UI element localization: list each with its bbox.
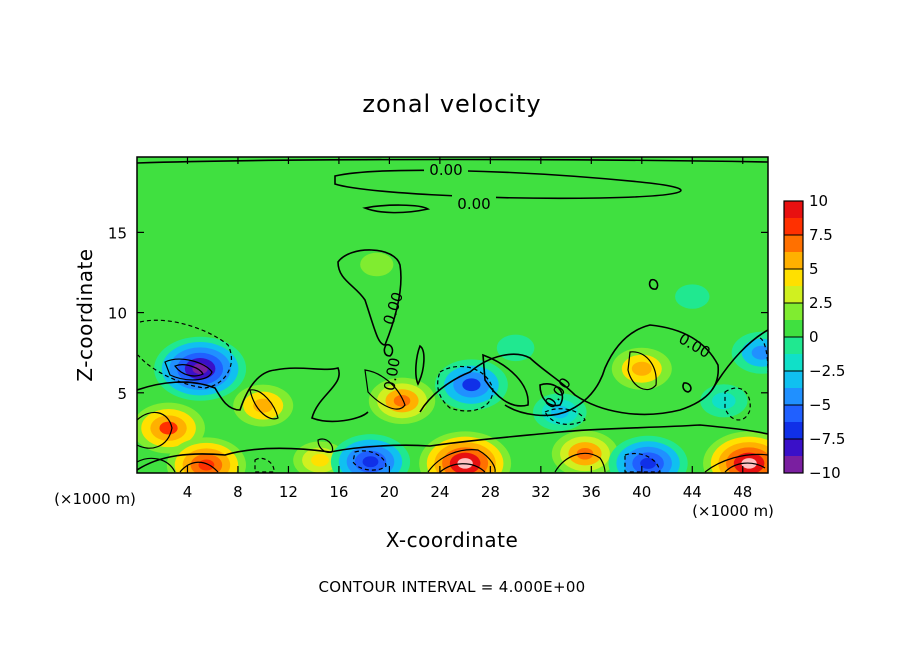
x-tick-label: 44 bbox=[683, 483, 702, 501]
colorbar-label: 10 bbox=[809, 192, 828, 210]
x-tick-label: 24 bbox=[430, 483, 449, 501]
y-axis: 5 10 15 bbox=[108, 224, 768, 403]
y-tick-label: 15 bbox=[108, 224, 127, 242]
colorbar-segment bbox=[784, 405, 803, 423]
colorbar-segment bbox=[784, 320, 803, 338]
contour-interval-note: CONTOUR INTERVAL = 4.000E+00 bbox=[318, 578, 585, 596]
colorbar-label: −5 bbox=[809, 396, 831, 414]
x-tick-label: 4 bbox=[183, 483, 193, 501]
colorbar-segment bbox=[784, 286, 803, 304]
chart-title: zonal velocity bbox=[362, 90, 541, 118]
x-tick-label: 20 bbox=[380, 483, 399, 501]
colorbar-segment bbox=[784, 235, 803, 253]
plot-frame bbox=[136, 156, 769, 474]
field-cell bbox=[462, 378, 481, 392]
plot-field: 0.00 0.00 0.00 0.00 0.00 0.00 bbox=[137, 157, 768, 473]
colorbar-segment bbox=[784, 422, 803, 440]
colorbar-label: 7.5 bbox=[809, 226, 833, 244]
field-cell bbox=[675, 284, 710, 309]
colorbar-segment bbox=[784, 218, 803, 236]
colorbar-label: −10 bbox=[809, 464, 841, 482]
colorbar-segment bbox=[784, 201, 803, 219]
colorbar-label: 5 bbox=[809, 260, 819, 278]
contour-label: 0.00 bbox=[429, 161, 462, 179]
colorbar-segment bbox=[784, 269, 803, 287]
field-cell bbox=[640, 457, 657, 469]
colorbar-segment bbox=[784, 354, 803, 372]
field-cell bbox=[360, 252, 394, 277]
x-tick-label: 36 bbox=[582, 483, 601, 501]
colorbar-segment bbox=[784, 252, 803, 270]
colorbar-segment bbox=[784, 456, 803, 474]
field-cell bbox=[751, 345, 768, 360]
colorbar-segment bbox=[784, 337, 803, 355]
field-cell bbox=[631, 361, 652, 376]
colorbar-label: −7.5 bbox=[809, 430, 845, 448]
colorbar-segment bbox=[784, 303, 803, 321]
x-tick-label: 40 bbox=[632, 483, 651, 501]
x-tick-label: 28 bbox=[481, 483, 500, 501]
y-tick-label: 10 bbox=[108, 305, 127, 323]
colorbar-label: 2.5 bbox=[809, 294, 833, 312]
negative-contours bbox=[137, 319, 768, 473]
field-cell bbox=[362, 456, 379, 468]
field-cell bbox=[393, 395, 411, 407]
field-cell bbox=[192, 363, 208, 375]
x-unit-left: (×1000 m) bbox=[54, 490, 136, 508]
zero-contours bbox=[137, 158, 768, 471]
x-unit-right: (×1000 m) bbox=[692, 502, 774, 520]
field-cell bbox=[198, 459, 215, 471]
level-contours bbox=[137, 351, 768, 473]
y-tick-label: 5 bbox=[117, 385, 127, 403]
x-tick-label: 16 bbox=[329, 483, 348, 501]
x-axis: 4 8 12 16 20 24 28 32 36 40 44 48 bbox=[183, 157, 752, 501]
x-tick-label: 12 bbox=[279, 483, 298, 501]
colorbar-label: −2.5 bbox=[809, 362, 845, 380]
colorbar-segment bbox=[784, 388, 803, 406]
contour-label: 0.00 bbox=[380, 356, 404, 392]
colorbar-label: 0 bbox=[809, 328, 819, 346]
contour-label: 0.00 bbox=[457, 195, 490, 213]
colorbar-segment bbox=[784, 371, 803, 389]
field-cell bbox=[712, 392, 736, 410]
colorbar: 10 7.5 5 2.5 0 −2.5 −5 −7.5 −10 bbox=[783, 192, 845, 482]
x-tick-label: 32 bbox=[531, 483, 550, 501]
x-tick-label: 8 bbox=[233, 483, 243, 501]
x-tick-label: 48 bbox=[733, 483, 752, 501]
field-cell bbox=[159, 421, 178, 435]
y-axis-label: Z-coordinate bbox=[73, 248, 97, 381]
colorbar-segment bbox=[784, 439, 803, 457]
x-axis-label: X-coordinate bbox=[386, 528, 519, 552]
field-cell bbox=[311, 453, 329, 467]
